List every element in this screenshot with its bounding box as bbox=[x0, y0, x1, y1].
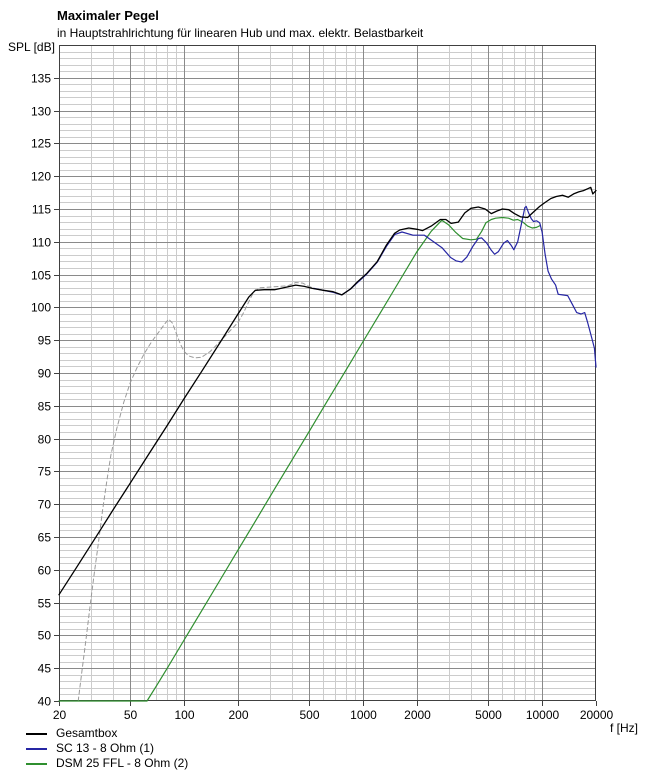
x-tick-label-50: 50 bbox=[124, 708, 138, 722]
legend-swatch-gesamtbox bbox=[26, 732, 47, 735]
y-tick-label-125: 125 bbox=[31, 137, 51, 151]
y-tick-label-75: 75 bbox=[38, 465, 52, 479]
major-gridlines bbox=[59, 45, 596, 701]
y-tick-label-120: 120 bbox=[31, 170, 51, 184]
y-tick-label-95: 95 bbox=[38, 334, 52, 348]
y-tick-label-40: 40 bbox=[38, 695, 52, 709]
legend-swatch-sc13 bbox=[26, 747, 47, 750]
y-tick-label-85: 85 bbox=[38, 400, 52, 414]
series-line-tieftonzweig-gestrichelt-ohne-legende bbox=[77, 282, 315, 702]
axis-ticks: 40 45 50 55 60 65 70 75 80 85 90 95 100 105 110 115 120 1… bbox=[31, 72, 614, 723]
legend-label-dsm25: DSM 25 FFL - 8 Ohm (2) bbox=[56, 756, 189, 770]
y-tick-label-80: 80 bbox=[38, 433, 52, 447]
plot-border bbox=[59, 45, 596, 701]
x-tick-label-100: 100 bbox=[174, 708, 194, 722]
chart-subtitle: in Hauptstrahlrichtung für linearen Hub … bbox=[57, 26, 424, 40]
y-tick-label-45: 45 bbox=[38, 662, 52, 676]
x-tick-label-1000: 1000 bbox=[350, 708, 377, 722]
y-tick-label-60: 60 bbox=[38, 564, 52, 578]
y-tick-label-50: 50 bbox=[38, 629, 52, 643]
legend-label-gesamtbox: Gesamtbox bbox=[56, 726, 118, 740]
y-tick-label-130: 130 bbox=[31, 105, 51, 119]
y-tick-label-105: 105 bbox=[31, 269, 51, 283]
x-tick-label-10000: 10000 bbox=[526, 708, 560, 722]
y-tick-label-65: 65 bbox=[38, 531, 52, 545]
x-tick-label-200: 200 bbox=[228, 708, 248, 722]
y-tick-label-110: 110 bbox=[32, 236, 51, 250]
x-tick-label-5000: 5000 bbox=[475, 708, 502, 722]
legend-label-sc13: SC 13 - 8 Ohm (1) bbox=[56, 741, 155, 755]
legend: Gesamtbox SC 13 - 8 Ohm (1) DSM 25 FFL -… bbox=[0, 726, 188, 770]
x-tick-label-20000: 20000 bbox=[580, 708, 614, 722]
x-tick-label-500: 500 bbox=[299, 708, 319, 722]
x-axis-label: f [Hz] bbox=[609, 721, 638, 735]
y-tick-label-55: 55 bbox=[38, 597, 52, 611]
chart-title: Maximaler Pegel bbox=[57, 8, 159, 23]
series-line-dsm-25-ffl-8-ohm-2 bbox=[58, 216, 542, 702]
y-tick-label-135: 135 bbox=[31, 72, 51, 86]
x-tick-label-2000: 2000 bbox=[404, 708, 431, 722]
series-line-sc-13-8-ohm-1 bbox=[313, 205, 597, 368]
x-tick-label-20: 20 bbox=[53, 708, 67, 722]
legend-swatch-dsm25 bbox=[26, 762, 47, 765]
y-tick-label-115: 115 bbox=[32, 203, 51, 217]
legend-item-dsm25: DSM 25 FFL - 8 Ohm (2) bbox=[0, 756, 188, 770]
legend-item-gesamtbox: Gesamtbox bbox=[0, 726, 188, 741]
y-tick-label-100: 100 bbox=[31, 301, 51, 315]
y-tick-label-70: 70 bbox=[38, 498, 52, 512]
y-axis-label: SPL [dB] bbox=[8, 40, 55, 54]
series-line-gesamtbox bbox=[58, 186, 597, 596]
y-tick-label-90: 90 bbox=[38, 367, 52, 381]
legend-item-sc13: SC 13 - 8 Ohm (1) bbox=[0, 741, 188, 756]
